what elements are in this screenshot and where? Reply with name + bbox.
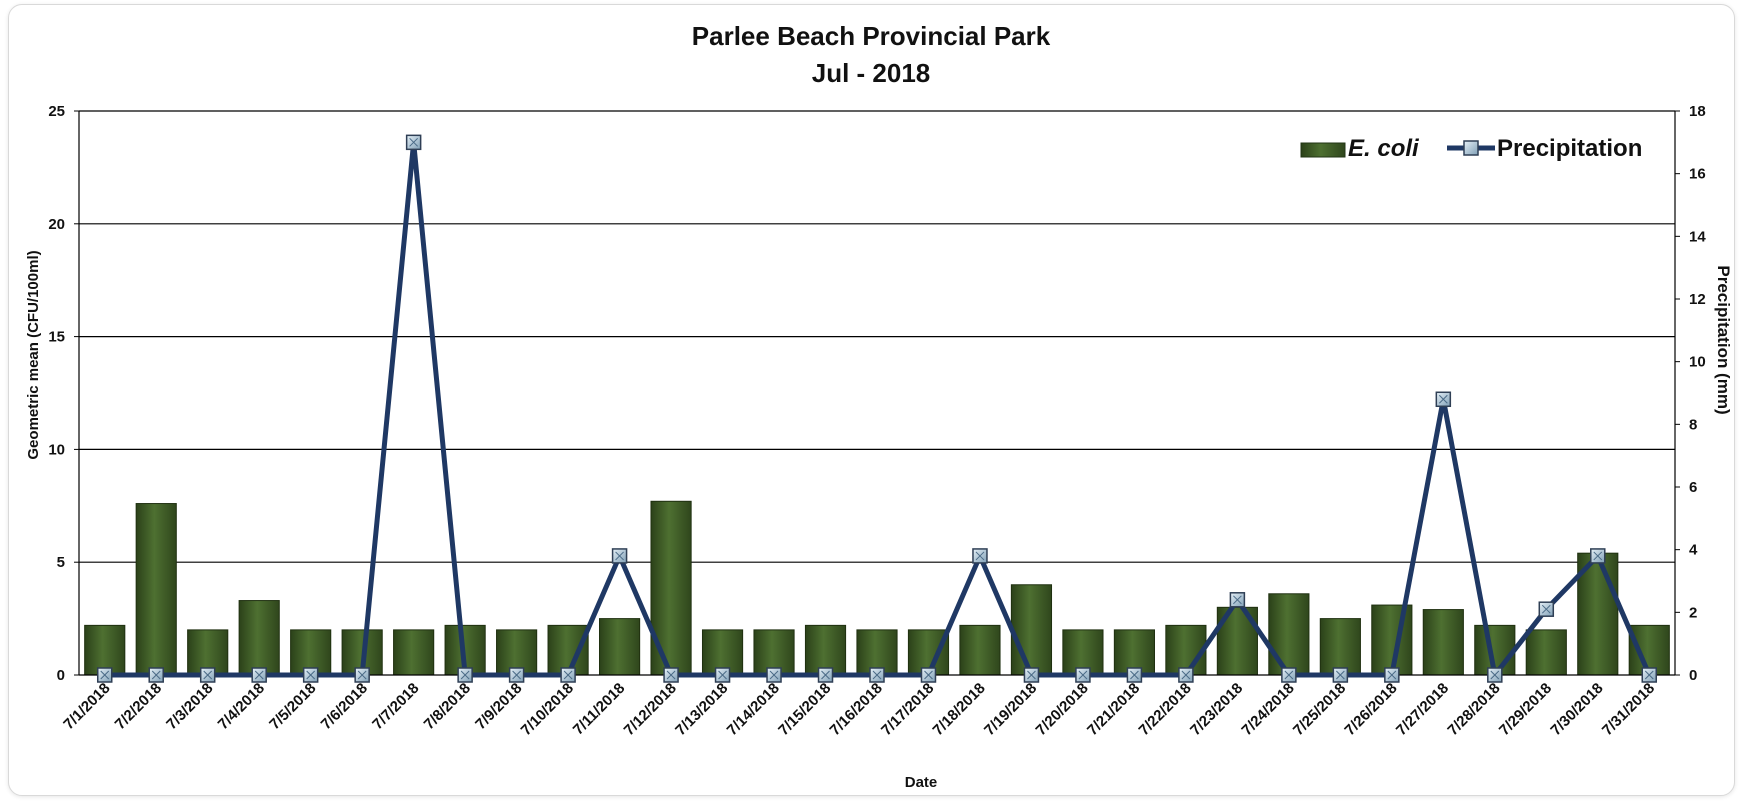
gridlines	[79, 111, 1675, 562]
x-tick-label: 7/21/2018	[1084, 680, 1143, 739]
legend-precipitation-marker	[1464, 141, 1478, 155]
x-tick-label: 7/22/2018	[1136, 680, 1195, 739]
legend-precipitation-label: Precipitation	[1497, 135, 1642, 162]
y-tick-label: 10	[48, 441, 65, 458]
x-axis-label: Date	[905, 774, 938, 791]
y2-tick-label: 18	[1689, 103, 1706, 120]
ecoli-bar	[1269, 594, 1309, 675]
y-tick-label: 25	[48, 103, 65, 120]
precipitation-series-line	[105, 142, 1650, 675]
x-tick-label: 7/15/2018	[775, 680, 834, 739]
y-tick-label: 0	[57, 667, 65, 684]
y2-tick-label: 12	[1689, 291, 1706, 308]
legend-ecoli-swatch	[1301, 143, 1345, 157]
ecoli-bar	[1423, 610, 1463, 675]
x-tick-label: 7/6/2018	[318, 680, 371, 733]
y-tick-label: 5	[57, 554, 65, 571]
x-tick-label: 7/28/2018	[1444, 680, 1503, 739]
legend: E. coli Precipitation	[1301, 135, 1642, 162]
x-tick-label: 7/2/2018	[112, 680, 165, 733]
y-tick-label: 15	[48, 329, 65, 346]
ecoli-bar	[1526, 630, 1566, 675]
x-tick-label: 7/30/2018	[1547, 680, 1606, 739]
x-tick-label: 7/27/2018	[1393, 680, 1452, 739]
y-axis-right-ticks: 0 2 4 6 8 10 12 14 16 18	[1675, 103, 1706, 684]
ecoli-bar	[600, 619, 640, 675]
precipitation-line	[98, 135, 1657, 682]
ecoli-bar	[1320, 619, 1360, 675]
y2-tick-label: 16	[1689, 166, 1706, 183]
y2-tick-label: 2	[1689, 604, 1697, 621]
x-tick-label: 7/4/2018	[215, 680, 268, 733]
x-tick-label: 7/5/2018	[266, 680, 319, 733]
x-axis-ticks: 7/1/20187/2/20187/3/20187/4/20187/5/2018…	[60, 680, 1658, 739]
chart-title: Parlee Beach Provincial Park	[692, 21, 1051, 51]
x-tick-label: 7/17/2018	[878, 680, 937, 739]
x-tick-label: 7/19/2018	[981, 680, 1040, 739]
y2-tick-label: 10	[1689, 354, 1706, 371]
x-tick-label: 7/24/2018	[1238, 680, 1297, 739]
x-tick-label: 7/9/2018	[472, 680, 525, 733]
x-tick-label: 7/18/2018	[930, 680, 989, 739]
y-axis-left-ticks: 0 5 10 15 20 25	[48, 103, 79, 684]
x-tick-label: 7/31/2018	[1599, 680, 1658, 739]
x-tick-label: 7/12/2018	[621, 680, 680, 739]
x-tick-label: 7/10/2018	[518, 680, 577, 739]
x-tick-label: 7/26/2018	[1341, 680, 1400, 739]
x-tick-label: 7/13/2018	[672, 680, 731, 739]
x-tick-label: 7/23/2018	[1187, 680, 1246, 739]
x-tick-label: 7/29/2018	[1496, 680, 1555, 739]
ecoli-bar	[136, 504, 176, 675]
x-tick-label: 7/20/2018	[1033, 680, 1092, 739]
y2-tick-label: 8	[1689, 416, 1697, 433]
y2-tick-label: 14	[1689, 228, 1706, 245]
legend-ecoli-label: E. coli	[1348, 135, 1420, 162]
x-tick-label: 7/7/2018	[369, 680, 422, 733]
x-tick-label: 7/25/2018	[1290, 680, 1349, 739]
chart-subtitle: Jul - 2018	[812, 58, 931, 88]
y-axis-label: Geometric mean (CFU/100ml)	[25, 250, 42, 459]
y2-tick-label: 6	[1689, 479, 1697, 496]
ecoli-bars	[85, 501, 1670, 675]
x-tick-label: 7/11/2018	[570, 680, 629, 739]
x-tick-label: 7/1/2018	[60, 680, 113, 733]
y-tick-label: 20	[48, 216, 65, 233]
ecoli-bar	[651, 501, 691, 675]
y2-tick-label: 0	[1689, 667, 1697, 684]
ecoli-bar	[394, 630, 434, 675]
y2-axis-label: Precipitation (mm)	[1714, 265, 1733, 414]
y2-tick-label: 4	[1689, 542, 1698, 559]
x-tick-label: 7/16/2018	[827, 680, 886, 739]
ecoli-bar	[1011, 585, 1051, 675]
ecoli-bar	[960, 625, 1000, 675]
x-tick-label: 7/3/2018	[163, 680, 216, 733]
x-tick-label: 7/14/2018	[724, 680, 783, 739]
ecoli-bar	[239, 601, 279, 675]
x-tick-label: 7/8/2018	[421, 680, 474, 733]
